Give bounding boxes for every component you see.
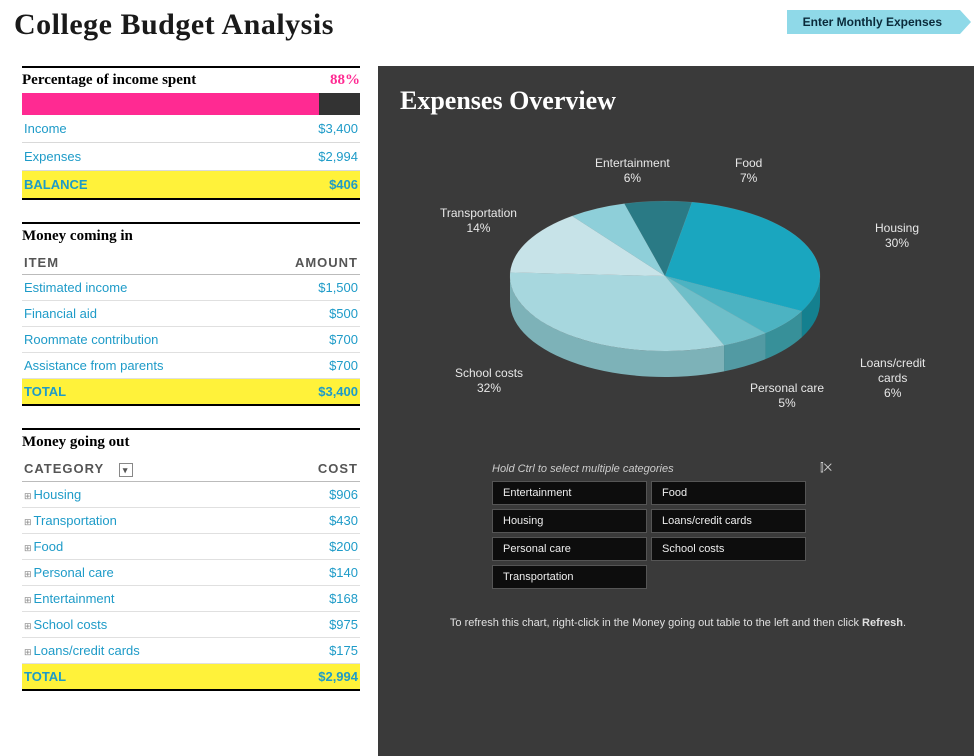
expand-icon[interactable]: ⊞ [24, 491, 32, 501]
money-out-row[interactable]: ⊞Personal care $140 [22, 560, 360, 586]
money-out-row[interactable]: ⊞Food $200 [22, 534, 360, 560]
money-out-category: Loans/credit cards [34, 643, 140, 658]
summary-income-row: Income $3,400 [22, 115, 360, 143]
filter-button[interactable]: Loans/credit cards [651, 509, 806, 533]
filter-button[interactable]: Entertainment [492, 481, 647, 505]
money-out-row[interactable]: ⊞Loans/credit cards $175 [22, 638, 360, 664]
money-out-row[interactable]: ⊞School costs $975 [22, 612, 360, 638]
percent-spent-value: 88% [330, 72, 360, 89]
money-out-category: Transportation [34, 513, 117, 528]
money-out-cost: $975 [329, 617, 358, 632]
expand-icon[interactable]: ⊞ [24, 569, 32, 579]
money-in-row: Financial aid $500 [22, 301, 360, 327]
money-in-row: Roommate contribution $700 [22, 327, 360, 353]
refresh-note: To refresh this chart, right-click in th… [400, 617, 956, 629]
money-in-amount: $500 [329, 306, 358, 321]
money-in-row: Assistance from parents $700 [22, 353, 360, 379]
expand-icon[interactable]: ⊞ [24, 621, 32, 631]
chart-panel: Expenses Overview Housing30% Loans/credit… [378, 66, 974, 756]
page-title: College Budget Analysis [14, 8, 334, 42]
money-out-category: School costs [34, 617, 108, 632]
money-out-cost: $175 [329, 643, 358, 658]
money-out-total-value: $2,994 [318, 669, 358, 684]
summary-expenses-value: $2,994 [318, 149, 358, 164]
money-in-item: Roommate contribution [24, 332, 158, 347]
pie-slice-label: Entertainment6% [595, 156, 670, 186]
pie-slice-label: Loans/creditcards6% [860, 356, 925, 401]
filter-button[interactable]: Housing [492, 509, 647, 533]
summary-income-label: Income [24, 121, 67, 136]
money-in-amount: $1,500 [318, 280, 358, 295]
chart-title: Expenses Overview [400, 86, 956, 116]
expand-icon[interactable]: ⊞ [24, 517, 32, 527]
percent-spent-bar [22, 93, 319, 115]
money-out-row[interactable]: ⊞Housing $906 [22, 482, 360, 508]
expand-icon[interactable]: ⊞ [24, 647, 32, 657]
refresh-note-pre: To refresh this chart, right-click in th… [450, 617, 862, 629]
money-out-cost: $430 [329, 513, 358, 528]
money-in-item: Estimated income [24, 280, 127, 295]
pie-slice-label: Housing30% [875, 221, 919, 251]
summary-balance-label: BALANCE [24, 177, 88, 192]
money-in-total-row: TOTAL $3,400 [22, 379, 360, 406]
money-out-category: Food [34, 539, 64, 554]
left-panel: Percentage of income spent 88% Income $3… [0, 66, 378, 756]
money-in-item: Assistance from parents [24, 358, 163, 373]
pie-slice-label: Food7% [735, 156, 762, 186]
filter-button[interactable]: School costs [651, 537, 806, 561]
money-in-heading: Money coming in [22, 222, 360, 245]
filter-button[interactable]: Transportation [492, 565, 647, 589]
money-out-cost: $200 [329, 539, 358, 554]
money-in-total-value: $3,400 [318, 384, 358, 399]
money-out-category: Personal care [34, 565, 114, 580]
money-out-row[interactable]: ⊞Entertainment $168 [22, 586, 360, 612]
filter-hint-row: Hold Ctrl to select multiple categories … [492, 462, 832, 475]
money-out-heading: Money going out [22, 428, 360, 451]
pie-slice-label: School costs32% [455, 366, 523, 396]
money-out-row[interactable]: ⊞Transportation $430 [22, 508, 360, 534]
money-out-total-row: TOTAL $2,994 [22, 664, 360, 691]
money-in-col-item: ITEM [24, 255, 59, 270]
money-out-category: Housing [34, 487, 82, 502]
refresh-note-bold: Refresh [862, 617, 903, 629]
expand-icon[interactable]: ⊞ [24, 595, 32, 605]
enter-monthly-expenses-button[interactable]: Enter Monthly Expenses [787, 10, 960, 34]
clear-filter-icon[interactable]: ⫿✕ [820, 462, 832, 475]
money-out-category: Entertainment [34, 591, 115, 606]
money-out-col-category: CATEGORY [24, 461, 104, 476]
money-in-row: Estimated income $1,500 [22, 275, 360, 301]
money-out-col-cost: COST [318, 461, 358, 477]
pie-slice-label: Transportation14% [440, 206, 517, 236]
filter-button[interactable]: Food [651, 481, 806, 505]
money-in-col-amount: AMOUNT [295, 255, 358, 270]
summary-balance-row: BALANCE $406 [22, 171, 360, 200]
summary-expenses-label: Expenses [24, 149, 81, 164]
money-in-total-label: TOTAL [24, 384, 66, 399]
pie-slice-label: Personal care5% [750, 381, 824, 411]
summary-income-value: $3,400 [318, 121, 358, 136]
filter-button[interactable]: Personal care [492, 537, 647, 561]
percent-spent-track [22, 93, 360, 115]
summary-balance-value: $406 [329, 177, 358, 192]
category-filter-dropdown-icon[interactable]: ▾ [119, 463, 133, 477]
money-out-cost: $168 [329, 591, 358, 606]
money-in-item: Financial aid [24, 306, 97, 321]
expand-icon[interactable]: ⊞ [24, 543, 32, 553]
pie-chart: Housing30% Loans/creditcards6% Personal ca… [400, 126, 940, 456]
refresh-note-post: . [903, 617, 906, 629]
money-out-cost: $906 [329, 487, 358, 502]
money-out-total-label: TOTAL [24, 669, 66, 684]
summary-expenses-row: Expenses $2,994 [22, 143, 360, 171]
filter-hint-text: Hold Ctrl to select multiple categories [492, 463, 674, 475]
percent-spent-label: Percentage of income spent [22, 72, 196, 89]
money-out-cost: $140 [329, 565, 358, 580]
money-in-amount: $700 [329, 332, 358, 347]
money-in-amount: $700 [329, 358, 358, 373]
